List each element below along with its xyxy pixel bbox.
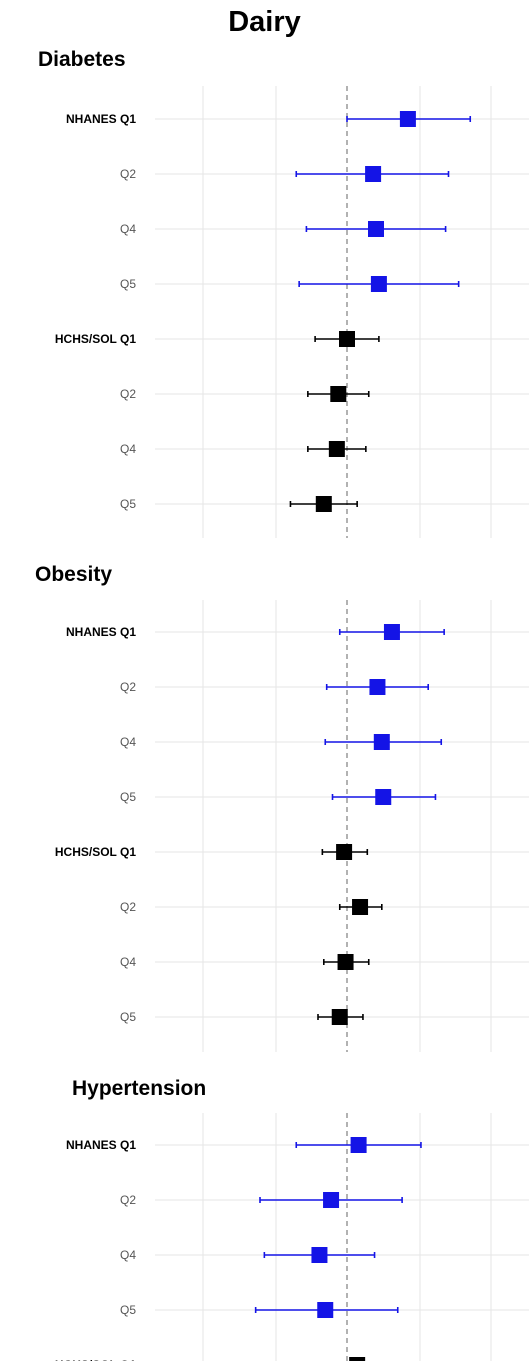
point-estimate: [383, 624, 400, 640]
row-label: Q4: [120, 1248, 136, 1262]
row-label: Q5: [120, 790, 136, 804]
point-estimate: [350, 1137, 367, 1153]
point-estimate: [339, 331, 355, 347]
point-estimate: [315, 496, 332, 512]
point-estimate: [317, 1302, 334, 1318]
row-label: NHANES Q1: [66, 1138, 136, 1152]
row-label: Q5: [120, 1010, 136, 1024]
point-estimate: [370, 276, 387, 292]
point-estimate: [352, 899, 369, 915]
point-estimate: [330, 386, 347, 402]
row-label: Q4: [120, 735, 136, 749]
point-estimate: [328, 441, 345, 457]
row-label: Q2: [120, 900, 136, 914]
panel-title-obesity: Obesity: [35, 563, 113, 586]
point-estimate: [337, 954, 354, 970]
point-estimate: [368, 221, 384, 237]
row-label: Q2: [120, 167, 136, 181]
point-estimate: [311, 1247, 328, 1263]
row-label: HCHS/SOL Q1: [55, 1358, 136, 1361]
row-label: Q5: [120, 497, 136, 511]
row-label: NHANES Q1: [66, 112, 136, 126]
point-estimate: [331, 1009, 348, 1025]
panel-title-diabetes: Diabetes: [38, 48, 126, 71]
row-label: Q4: [120, 222, 136, 236]
row-label: Q2: [120, 1193, 136, 1207]
point-estimate: [373, 734, 390, 750]
panel-title-hypertension: Hypertension: [72, 1077, 207, 1100]
row-label: NHANES Q1: [66, 625, 136, 639]
point-estimate: [323, 1192, 340, 1208]
point-estimate: [336, 844, 353, 860]
point-estimate: [365, 166, 382, 182]
row-label: Q5: [120, 277, 136, 291]
row-label: HCHS/SOL Q1: [55, 332, 136, 346]
point-estimate: [399, 111, 416, 127]
point-estimate: [349, 1357, 366, 1361]
point-estimate: [369, 679, 386, 695]
row-label: Q5: [120, 1303, 136, 1317]
row-label: HCHS/SOL Q1: [55, 845, 136, 859]
row-label: Q2: [120, 680, 136, 694]
row-label: Q4: [120, 442, 136, 456]
row-label: Q2: [120, 387, 136, 401]
point-estimate: [375, 789, 392, 805]
chart-main-title: Dairy: [228, 6, 301, 38]
row-label: Q4: [120, 955, 136, 969]
